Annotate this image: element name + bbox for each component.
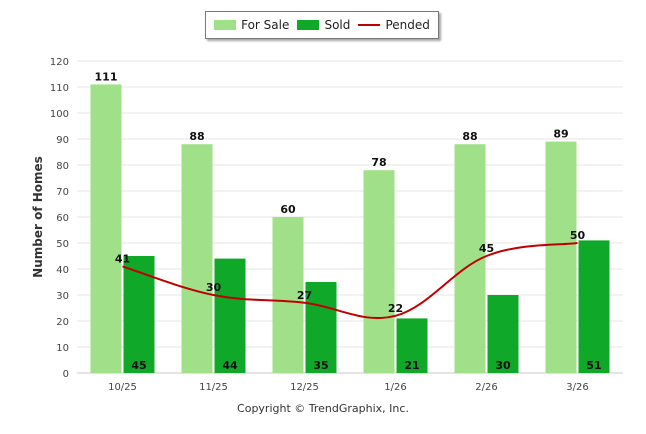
y-tick-label: 120: [50, 57, 69, 68]
y-tick-label: 80: [56, 161, 69, 172]
data-label-pended: 50: [570, 229, 586, 242]
x-tick-label: 3/26: [566, 382, 588, 393]
x-tick-label: 1/26: [384, 382, 406, 393]
x-tick-label: 10/25: [108, 382, 137, 393]
y-tick-label: 30: [56, 291, 69, 302]
legend-item-sold[interactable]: Sold: [297, 18, 350, 32]
data-label-pended: 41: [115, 252, 130, 265]
pended-line: [122, 242, 578, 320]
y-tick-label: 70: [56, 187, 69, 198]
data-label-sold: 30: [495, 359, 511, 372]
y-tick-label: 100: [50, 109, 69, 120]
y-tick-label: 110: [50, 83, 69, 94]
y-tick-label: 0: [63, 369, 69, 380]
data-label-sold: 21: [404, 359, 419, 372]
for-sale-swatch: [214, 20, 237, 30]
data-label-for-sale: 89: [553, 128, 568, 141]
y-tick-label: 60: [56, 213, 69, 224]
pended-line-group: [122, 242, 578, 320]
bar-for-sale: [545, 141, 577, 373]
y-axis-title: Number of Homes: [31, 156, 45, 278]
x-tick-label: 11/25: [199, 382, 228, 393]
bar-for-sale: [363, 170, 395, 373]
data-label-sold: 44: [222, 359, 238, 372]
data-label-sold: 51: [586, 359, 601, 372]
data-label-pended: 27: [297, 289, 312, 302]
sold-swatch: [297, 20, 320, 30]
copyright-footer: Copyright © TrendGraphix, Inc.: [237, 402, 409, 415]
data-label-for-sale: 111: [95, 70, 118, 83]
bar-sold: [487, 295, 519, 373]
data-label-for-sale: 78: [371, 156, 386, 169]
x-tick-label: 2/26: [475, 382, 497, 393]
y-tick-label: 50: [56, 239, 69, 250]
data-label-sold: 35: [313, 359, 328, 372]
grid-lines: [77, 60, 623, 374]
legend-label-for-sale: For Sale: [241, 18, 290, 32]
y-tick-label: 20: [56, 317, 69, 328]
bar-for-sale: [181, 144, 213, 373]
y-tick-label: 10: [56, 343, 69, 354]
bar-sold: [123, 256, 155, 373]
pended-line-swatch: [358, 24, 381, 26]
bar-sold: [214, 258, 246, 373]
legend-label-sold: Sold: [324, 18, 351, 32]
legend-item-for-sale[interactable]: For Sale: [214, 18, 289, 32]
legend-item-pended[interactable]: Pended: [358, 18, 430, 32]
bar-sold: [578, 240, 610, 373]
axes: 0 10 20 30 40 50 60 70 80 90 100 110 120 10/25 11/25 12…: [50, 57, 589, 393]
chart-legend: For Sale Sold Pended: [205, 11, 439, 39]
data-label-for-sale: 60: [280, 203, 296, 216]
y-tick-label: 40: [56, 265, 69, 276]
bar-sold: [305, 282, 337, 373]
data-label-pended: 22: [388, 302, 403, 315]
data-label-for-sale: 88: [189, 130, 204, 143]
bar-for-sale: [90, 84, 122, 374]
data-label-pended: 45: [479, 242, 494, 255]
x-tick-label: 12/25: [290, 382, 319, 393]
data-label-pended: 30: [206, 281, 222, 294]
data-labels: 111 45 88 44 60 35 78 21 88 30 89 51 41 30 27 22 45 50: [95, 70, 602, 372]
data-label-sold: 45: [131, 359, 146, 372]
bar-for-sale: [272, 217, 304, 373]
bars: [90, 84, 610, 374]
data-label-for-sale: 88: [462, 130, 477, 143]
legend-label-pended: Pended: [385, 18, 430, 32]
bar-sold: [396, 318, 428, 373]
y-tick-label: 90: [56, 135, 69, 146]
